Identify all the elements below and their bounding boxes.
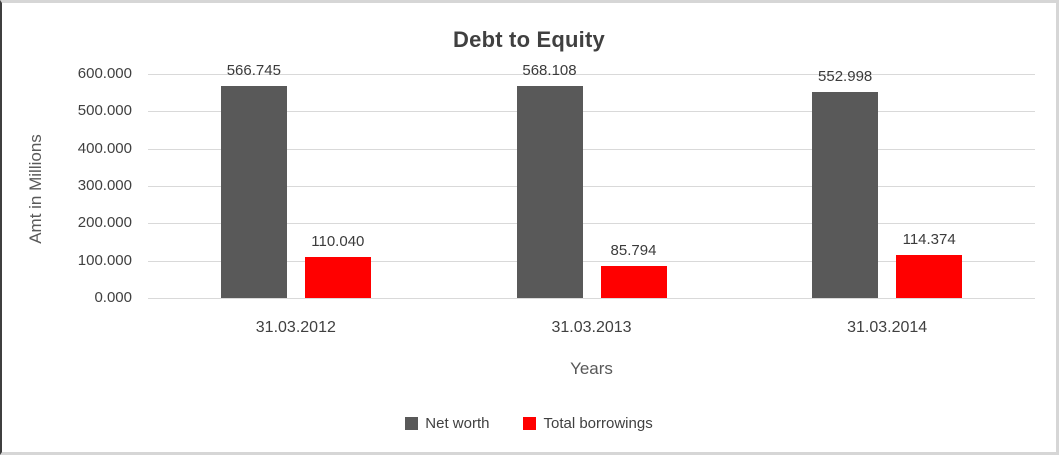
net-worth-swatch (405, 417, 419, 430)
y-tick-label: 500.000 (77, 102, 132, 120)
bar-net-worth (516, 85, 583, 298)
legend-label-total-borrowings: Total borrowings (543, 415, 653, 432)
bar-value-label: 566.745 (226, 62, 281, 80)
legend-item-net-worth: Net worth (405, 415, 489, 432)
gridline (148, 186, 1035, 187)
x-category-label: 31.03.2012 (255, 319, 336, 336)
bar-value-label: 85.794 (610, 241, 657, 259)
legend: Net worth Total borrowings (2, 415, 1056, 432)
bar-net-worth (220, 86, 287, 298)
bar-value-label: 114.374 (902, 231, 956, 249)
x-category-label: 31.03.2014 (847, 319, 928, 336)
x-axis-title: Years (570, 359, 613, 378)
gridline (148, 74, 1035, 75)
total-borrowings-swatch (523, 417, 537, 430)
gridline (148, 260, 1035, 262)
chart-title: Debt to Equity (453, 27, 605, 52)
y-tick-label: 200.000 (77, 214, 132, 232)
gridline (148, 148, 1035, 150)
y-tick-label: 100.000 (77, 251, 132, 269)
bar-value-label: 552.998 (818, 67, 873, 85)
bar-value-label: 110.040 (311, 232, 365, 250)
legend-item-total-borrowings: Total borrowings (523, 415, 653, 432)
bar-value-label: 568.108 (522, 61, 577, 79)
y-tick-label: 400.000 (77, 139, 132, 157)
bar-total-borrowings (896, 255, 963, 298)
bar-total-borrowings (304, 256, 371, 298)
y-tick-label: 0.000 (94, 289, 132, 306)
x-category-label: 31.03.2013 (551, 319, 632, 336)
gridline (148, 298, 1035, 299)
y-tick-label: 600.000 (77, 65, 132, 82)
y-tick-label: 300.000 (77, 177, 132, 194)
bar-net-worth (812, 91, 879, 298)
legend-label-net-worth: Net worth (425, 415, 490, 432)
bar-total-borrowings (600, 265, 667, 298)
gridline (148, 223, 1035, 225)
gridline (148, 111, 1035, 113)
